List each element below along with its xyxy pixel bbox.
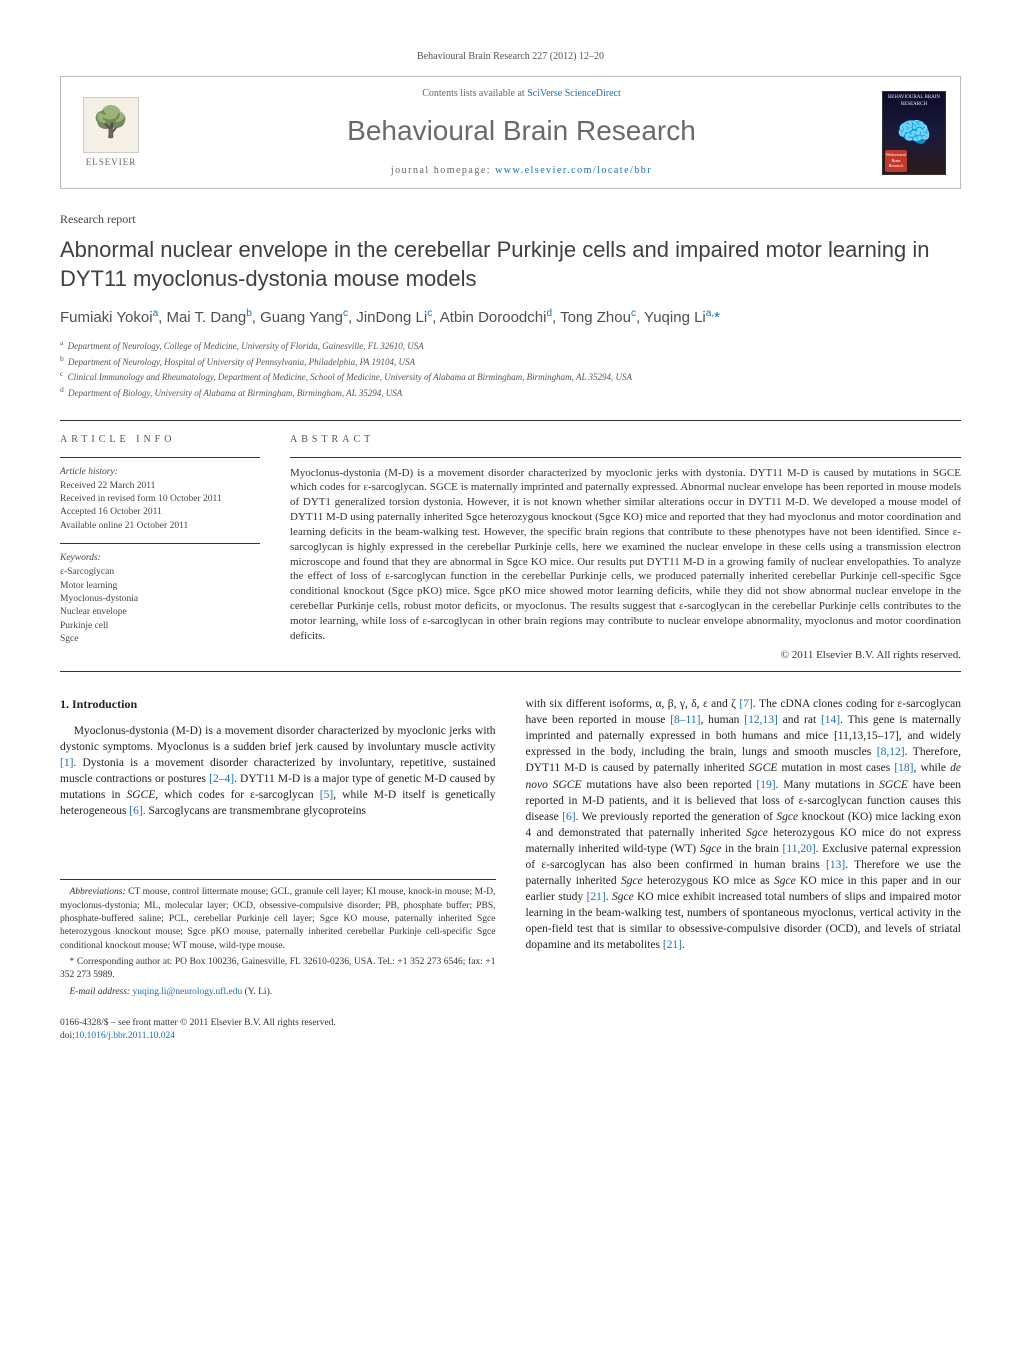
citation-link[interactable]: [21] <box>663 939 682 951</box>
footnotes: Abbreviations: CT mouse, control litterm… <box>60 879 496 998</box>
sciencedirect-link[interactable]: SciVerse ScienceDirect <box>527 88 621 99</box>
article-info-label: ARTICLE INFO <box>60 433 260 447</box>
keyword-line: Myoclonus-dystonia <box>60 593 260 606</box>
citation-link[interactable]: [18] <box>894 762 913 774</box>
bottom-rule <box>60 671 961 672</box>
journal-homepage-line: journal homepage: www.elsevier.com/locat… <box>161 164 882 178</box>
journal-reference: Behavioural Brain Research 227 (2012) 12… <box>60 50 961 64</box>
citation-link[interactable]: [13] <box>826 859 845 871</box>
affiliation-line: a Department of Neurology, College of Me… <box>60 338 961 353</box>
abbrev-text: CT mouse, control littermate mouse; GCL,… <box>60 887 496 950</box>
doi-link[interactable]: 10.1016/j.bbr.2011.10.024 <box>75 1031 175 1041</box>
author-list: Fumiaki Yokoia, Mai T. Dangb, Guang Yang… <box>60 307 961 328</box>
journal-header-box: ELSEVIER Contents lists available at Sci… <box>60 76 961 189</box>
affiliation-line: c Clinical Immunology and Rheumatology, … <box>60 369 961 384</box>
abstract-copyright: © 2011 Elsevier B.V. All rights reserved… <box>290 648 961 663</box>
abbreviations-footnote: Abbreviations: CT mouse, control litterm… <box>60 886 496 952</box>
keywords: Keywords: ε-SarcoglycanMotor learningMyo… <box>60 552 260 646</box>
abstract-rule <box>290 457 961 458</box>
history-line: Received 22 March 2011 <box>60 480 260 493</box>
article-history: Article history: Received 22 March 2011R… <box>60 466 260 533</box>
citation-link[interactable]: [8–11] <box>670 714 700 726</box>
abstract-text: Myoclonus-dystonia (M-D) is a movement d… <box>290 466 961 644</box>
doi-block: 0166-4328/$ – see front matter © 2011 El… <box>60 1017 496 1044</box>
homepage-prefix: journal homepage: <box>391 165 495 176</box>
article-type: Research report <box>60 211 961 228</box>
keyword-line: Motor learning <box>60 580 260 593</box>
doi-prefix: doi: <box>60 1031 75 1041</box>
elsevier-logo: ELSEVIER <box>75 93 147 173</box>
history-line: Available online 21 October 2011 <box>60 520 260 533</box>
keyword-line: ε-Sarcoglycan <box>60 566 260 579</box>
citation-link[interactable]: [7] <box>739 698 752 710</box>
affiliation-line: d Department of Biology, University of A… <box>60 385 961 400</box>
article-history-heading: Article history: <box>60 466 260 479</box>
email-suffix: (Y. Li). <box>245 987 273 997</box>
citation-link[interactable]: [6] <box>562 811 575 823</box>
info-divider <box>60 543 260 544</box>
citation-link[interactable]: [11,20] <box>783 843 816 855</box>
front-matter-line: 0166-4328/$ – see front matter © 2011 El… <box>60 1017 496 1030</box>
journal-homepage-link[interactable]: www.elsevier.com/locate/bbr <box>495 165 652 176</box>
info-rule <box>60 457 260 458</box>
citation-link[interactable]: [6] <box>129 805 142 817</box>
elsevier-tree-icon <box>83 97 139 153</box>
email-footnote: E-mail address: yuqing.li@neurology.ufl.… <box>60 986 496 999</box>
corresponding-author-footnote: * Corresponding author at: PO Box 100236… <box>60 956 496 983</box>
keyword-line: Nuclear envelope <box>60 606 260 619</box>
cover-brain-icon: 🧠 <box>897 114 932 153</box>
body-column-left: 1. Introduction Myoclonus-dystonia (M-D)… <box>60 696 496 1043</box>
abbrev-label: Abbreviations: <box>70 887 126 897</box>
affiliations: a Department of Neurology, College of Me… <box>60 338 961 399</box>
cover-label: BEHAVIOURAL BRAIN RESEARCH <box>883 94 945 108</box>
email-label: E-mail address: <box>70 987 131 997</box>
history-line: Received in revised form 10 October 2011 <box>60 493 260 506</box>
intro-paragraph-2: with six different isoforms, α, β, γ, δ,… <box>526 696 962 954</box>
cover-badge: Behavioural Brain Research <box>885 150 907 172</box>
keyword-line: Sgce <box>60 633 260 646</box>
article-title: Abnormal nuclear envelope in the cerebel… <box>60 236 961 293</box>
journal-cover-thumbnail: BEHAVIOURAL BRAIN RESEARCH 🧠 Behavioural… <box>882 91 946 175</box>
star-marker: * <box>70 957 77 967</box>
affiliation-line: b Department of Neurology, Hospital of U… <box>60 354 961 369</box>
abstract-label: ABSTRACT <box>290 433 961 447</box>
introduction-heading: 1. Introduction <box>60 696 496 713</box>
keywords-heading: Keywords: <box>60 552 260 565</box>
citation-link[interactable]: [14] <box>821 714 840 726</box>
journal-title: Behavioural Brain Research <box>161 111 882 150</box>
corr-text: Corresponding author at: PO Box 100236, … <box>60 957 496 980</box>
citation-link[interactable]: [8,12] <box>877 746 905 758</box>
intro-paragraph-1: Myoclonus-dystonia (M-D) is a movement d… <box>60 723 496 820</box>
citation-link[interactable]: [12,13] <box>744 714 778 726</box>
citation-link[interactable]: [19] <box>756 779 775 791</box>
corresponding-email-link[interactable]: yuqing.li@neurology.ufl.edu <box>132 987 242 997</box>
body-column-right: with six different isoforms, α, β, γ, δ,… <box>526 696 962 1043</box>
citation-link[interactable]: [1] <box>60 757 73 769</box>
citation-link[interactable]: [5] <box>320 789 333 801</box>
keyword-line: Purkinje cell <box>60 620 260 633</box>
history-line: Accepted 16 October 2011 <box>60 506 260 519</box>
contents-available-line: Contents lists available at SciVerse Sci… <box>161 87 882 101</box>
citation-link[interactable]: [21] <box>587 891 606 903</box>
top-rule <box>60 420 961 421</box>
citation-link[interactable]: [2–4] <box>209 773 234 785</box>
elsevier-name: ELSEVIER <box>86 156 137 169</box>
contents-prefix: Contents lists available at <box>422 88 527 99</box>
